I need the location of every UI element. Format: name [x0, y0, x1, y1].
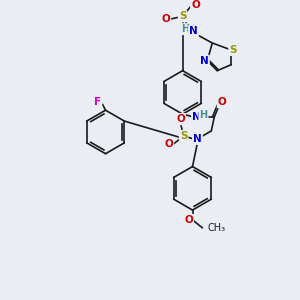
- Text: O: O: [184, 215, 193, 225]
- Text: O: O: [176, 114, 185, 124]
- Text: O: O: [191, 0, 200, 11]
- Text: S: S: [179, 11, 186, 21]
- Text: O: O: [161, 14, 170, 24]
- Text: CH₃: CH₃: [207, 223, 226, 233]
- Text: H: H: [182, 24, 190, 34]
- Text: H: H: [199, 110, 207, 120]
- Text: S: S: [180, 131, 188, 141]
- Text: O: O: [164, 139, 173, 149]
- Text: N: N: [192, 112, 201, 122]
- Text: N: N: [200, 56, 209, 66]
- Text: S: S: [229, 45, 237, 55]
- Text: F: F: [94, 97, 101, 107]
- Text: O: O: [218, 97, 226, 107]
- Text: N: N: [189, 26, 198, 36]
- Text: N: N: [193, 134, 202, 144]
